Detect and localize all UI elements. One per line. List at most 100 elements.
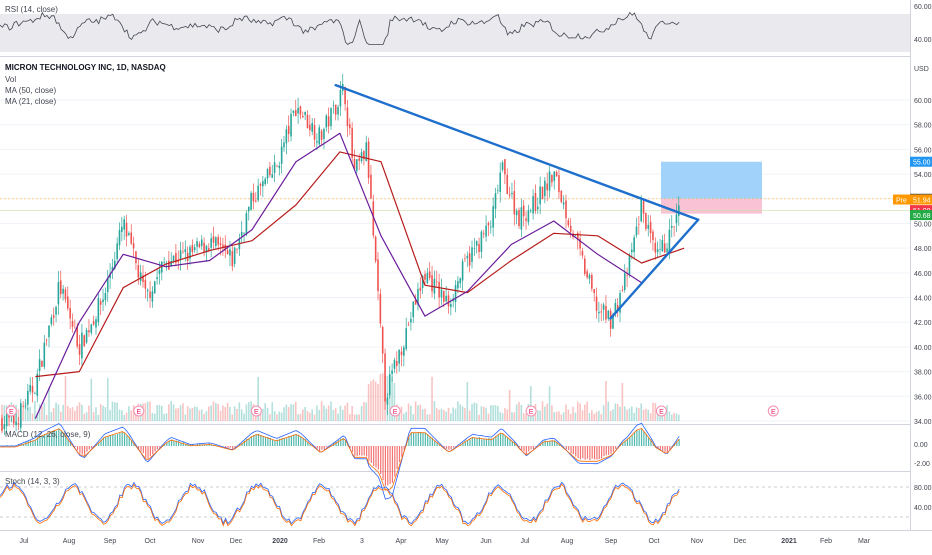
candle-body bbox=[455, 285, 457, 302]
candle-body bbox=[549, 171, 551, 190]
volume-bar bbox=[448, 408, 450, 421]
volume-bar bbox=[76, 406, 78, 421]
price-badge-label: 50.68 bbox=[913, 213, 931, 220]
volume-bar bbox=[412, 414, 414, 421]
volume-bar bbox=[220, 411, 222, 421]
candle-body bbox=[394, 360, 396, 369]
price-tick-label: 42.00 bbox=[914, 320, 932, 327]
macd-bar bbox=[375, 446, 376, 467]
candle-body bbox=[511, 193, 513, 194]
volume-bar bbox=[98, 415, 100, 421]
candle-body bbox=[528, 210, 530, 222]
rsi-tick: 40.00 bbox=[914, 37, 932, 44]
candle-body bbox=[662, 240, 664, 251]
volume-bar bbox=[121, 410, 123, 421]
earnings-marker-label: E bbox=[254, 409, 259, 416]
volume-bar bbox=[361, 406, 363, 421]
time-axis-label: 3 bbox=[360, 538, 364, 545]
volume-bar bbox=[502, 413, 504, 421]
pane-separator bbox=[0, 471, 910, 472]
volume-bar bbox=[239, 402, 241, 421]
macd-bar bbox=[507, 438, 508, 446]
candle-body bbox=[34, 393, 36, 394]
candle-body bbox=[163, 263, 165, 264]
candle-body bbox=[647, 225, 649, 229]
macd-bar bbox=[667, 446, 668, 452]
candle-body bbox=[93, 321, 95, 324]
macd-bar bbox=[390, 446, 391, 484]
macd-bar bbox=[361, 446, 362, 456]
price-badge-prefix-label: Pre bbox=[896, 198, 907, 205]
price-tick-label: 40.00 bbox=[914, 345, 932, 352]
macd-bar bbox=[664, 446, 665, 452]
macd-bar bbox=[610, 446, 611, 454]
volume-bar bbox=[546, 404, 548, 421]
price-axis[interactable]: 60.0058.0056.0054.0052.0050.0048.0046.00… bbox=[914, 98, 932, 426]
macd-bar bbox=[448, 446, 449, 450]
volume-bar bbox=[631, 406, 633, 421]
candle-body bbox=[561, 191, 563, 202]
volume-bar bbox=[544, 407, 546, 421]
macd-bar bbox=[399, 446, 400, 462]
candle-body bbox=[269, 167, 271, 175]
volume-bar bbox=[229, 407, 231, 421]
volume-bar bbox=[222, 405, 224, 421]
macd-bar bbox=[288, 436, 289, 446]
candle-body bbox=[156, 277, 158, 279]
volume-bar bbox=[469, 411, 471, 421]
volume-bar bbox=[410, 406, 412, 421]
macd-bar bbox=[272, 440, 273, 446]
volume-bar bbox=[612, 409, 614, 421]
candle-body bbox=[643, 201, 645, 214]
macd-bar bbox=[77, 446, 78, 450]
volume-bar bbox=[365, 402, 367, 421]
candle-body bbox=[51, 317, 53, 324]
rsi-tick: 60.00 bbox=[914, 4, 932, 11]
volume-bar bbox=[633, 413, 635, 421]
volume-bar bbox=[149, 402, 151, 421]
volume-bar bbox=[189, 409, 191, 421]
candle-body bbox=[267, 169, 269, 178]
volume-bar bbox=[281, 412, 283, 421]
volume-bar bbox=[499, 412, 501, 421]
volume-bar bbox=[652, 403, 654, 421]
candle-body bbox=[307, 115, 309, 128]
volume-bar bbox=[525, 414, 527, 421]
candle-body bbox=[91, 324, 93, 332]
candle-body bbox=[293, 110, 295, 112]
candle-body bbox=[497, 190, 499, 191]
volume-bar bbox=[476, 403, 478, 421]
macd-bar bbox=[303, 438, 304, 446]
macd-bar bbox=[110, 435, 111, 446]
candle-body bbox=[650, 222, 652, 233]
candle-body bbox=[584, 259, 586, 274]
volume-bar bbox=[462, 406, 464, 421]
candle-body bbox=[260, 184, 262, 186]
time-axis-label: 2020 bbox=[272, 538, 288, 545]
volume-bar bbox=[666, 405, 668, 421]
time-axis-label: Apr bbox=[396, 538, 408, 545]
candle-body bbox=[659, 249, 661, 250]
price-tick-label: 48.00 bbox=[914, 246, 932, 253]
candle-body bbox=[318, 127, 320, 144]
candle-body bbox=[69, 308, 71, 318]
earnings-marker-label: E bbox=[9, 409, 14, 416]
candle-body bbox=[568, 220, 570, 225]
candle-body bbox=[542, 187, 544, 199]
volume-bar bbox=[243, 413, 245, 421]
volume-bar bbox=[577, 402, 579, 421]
candle-body bbox=[203, 243, 205, 252]
candle-body bbox=[488, 223, 490, 225]
macd-bar bbox=[382, 446, 383, 480]
volume-bar bbox=[79, 402, 81, 421]
candle-body bbox=[664, 243, 666, 252]
macd-bar bbox=[251, 436, 252, 446]
volume-bar bbox=[182, 403, 184, 421]
candle-body bbox=[264, 179, 266, 184]
candle-body bbox=[657, 249, 659, 252]
macd-bar bbox=[300, 437, 301, 446]
macd-bar bbox=[521, 446, 522, 450]
time-axis-label: 2021 bbox=[781, 538, 797, 545]
